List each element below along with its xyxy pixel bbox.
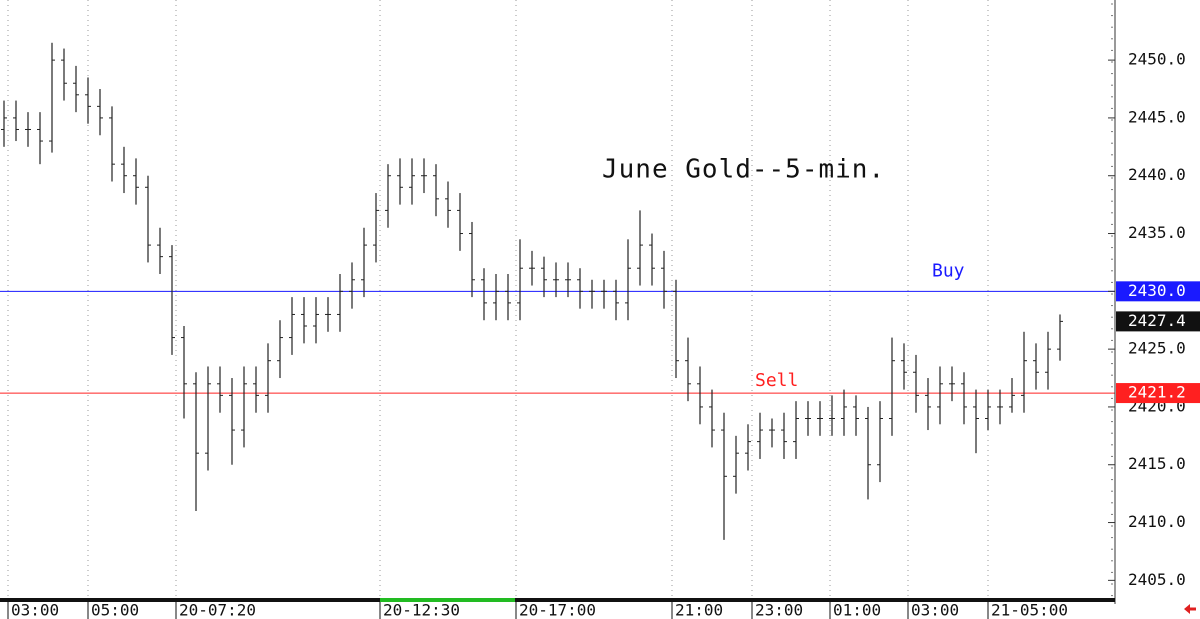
x-axis-band bbox=[0, 598, 1115, 602]
x-tick-label: 20-07:20 bbox=[179, 601, 256, 619]
x-tick-label: 23:00 bbox=[755, 601, 803, 619]
y-tick-label: 2405.0 bbox=[1128, 570, 1186, 589]
chart-title: June Gold--5-min. bbox=[602, 155, 885, 185]
x-tick-label: 03:00 bbox=[11, 601, 59, 619]
level-name: Sell bbox=[755, 370, 798, 391]
x-tick-label: 20-12:30 bbox=[383, 601, 460, 619]
y-tick-label: 2415.0 bbox=[1128, 454, 1186, 473]
session-band bbox=[380, 598, 515, 602]
axes: 03:00 05:00 20-07:20 20-12:30 20-17:00 21:00 2… bbox=[7, 3, 1200, 619]
y-tick-label: 2425.0 bbox=[1128, 339, 1186, 358]
price-tag bbox=[1116, 383, 1200, 404]
y-tick-label: 2435.0 bbox=[1128, 223, 1186, 242]
y-tick-label: 2445.0 bbox=[1128, 107, 1186, 126]
y-tick-label: 2440.0 bbox=[1128, 165, 1186, 184]
y-tick-label: 2450.0 bbox=[1128, 50, 1186, 69]
x-tick-label: 20-17:00 bbox=[519, 601, 596, 619]
x-tick-label: 03:00 bbox=[911, 601, 959, 619]
scroll-arrow[interactable] bbox=[1184, 604, 1196, 614]
price-tag-label: 2421.2 bbox=[1128, 383, 1186, 402]
x-tick-label: 21-05:00 bbox=[991, 601, 1068, 619]
last-price-label: 2427.4 bbox=[1128, 311, 1186, 330]
level-name: Buy bbox=[932, 260, 965, 281]
y-tick-label: 2410.0 bbox=[1128, 512, 1186, 531]
last-price-tag bbox=[1116, 311, 1200, 332]
price-tag bbox=[1116, 281, 1200, 302]
levels: Buy Sell bbox=[0, 260, 1115, 394]
x-tick-label: 05:00 bbox=[91, 601, 139, 619]
x-tick-label: 21:00 bbox=[675, 601, 723, 619]
bars bbox=[1, 42, 1063, 540]
price-tag-label: 2430.0 bbox=[1128, 281, 1186, 300]
x-tick-label: 01:00 bbox=[833, 601, 881, 619]
